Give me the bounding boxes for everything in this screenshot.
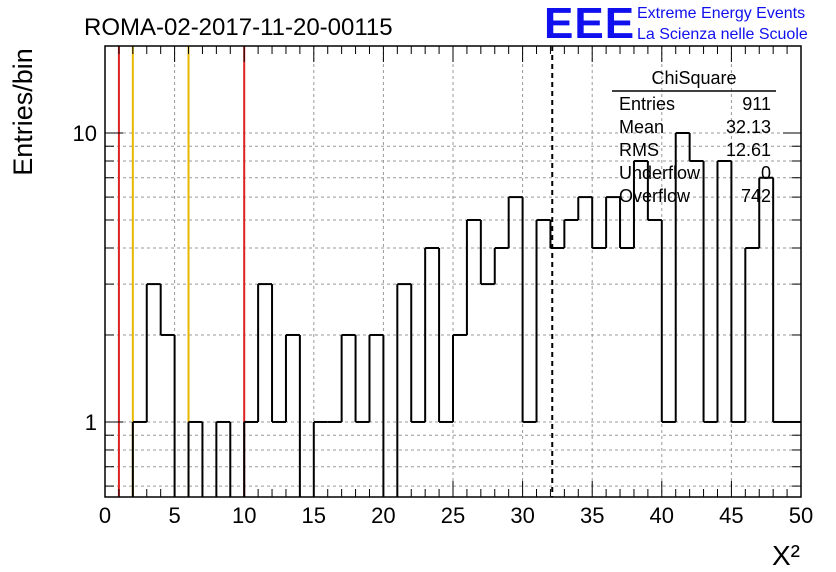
stats-label: Entries xyxy=(619,94,675,114)
tick-labels: 0 5 10 15 20 25 30 35 40 45 50 1 10 xyxy=(73,121,814,528)
x-tick-label: 30 xyxy=(510,503,534,528)
histogram-bars xyxy=(131,131,801,497)
x-tick-label: 35 xyxy=(580,503,604,528)
plot-frame xyxy=(104,45,802,498)
stats-value: 12.61 xyxy=(726,140,771,160)
x-tick-label: 25 xyxy=(441,503,465,528)
x-tick-label: 45 xyxy=(719,503,743,528)
x-tick-label: 20 xyxy=(371,503,395,528)
stats-rows: Entries 911 Mean 32.13 RMS 12.61 Underflow 0 Ove… xyxy=(619,94,771,206)
eee-logo-text: EEE xyxy=(544,0,635,48)
stats-label: RMS xyxy=(619,140,659,160)
logo-line-1: Extreme Energy Events xyxy=(637,5,805,22)
x-axis-label: X² xyxy=(772,540,800,571)
chart-title: ROMA-02-2017-11-20-00115 xyxy=(84,14,393,41)
x-tick-label: 10 xyxy=(232,503,256,528)
marker-lines xyxy=(117,46,554,497)
stats-value: 742 xyxy=(741,186,771,206)
x-tick-label: 40 xyxy=(650,503,674,528)
stats-box: ChiSquare Entries 911 Mean 32.13 RMS 12.61 Und… xyxy=(612,68,776,206)
x-tick-label: 50 xyxy=(789,503,813,528)
eee-logo: EEE Extreme Energy Events La Scienza nel… xyxy=(544,0,808,48)
y-tick-label: 10 xyxy=(73,121,97,146)
stats-label: Underflow xyxy=(619,163,701,183)
stats-value: 911 xyxy=(742,94,771,114)
stats-value: 0 xyxy=(761,163,771,183)
y-tick-label: 1 xyxy=(85,410,97,435)
x-tick-label: 5 xyxy=(168,503,180,528)
y-axis-label: Entries/bin xyxy=(8,48,38,176)
logo-line-2: La Scienza nelle Scuole xyxy=(637,26,808,43)
x-tick-label: 0 xyxy=(99,503,111,528)
stats-value: 32.13 xyxy=(726,117,771,137)
x-tick-label: 15 xyxy=(302,503,326,528)
stats-label: Overflow xyxy=(619,186,691,206)
stats-label: Mean xyxy=(619,117,664,137)
grid-lines xyxy=(105,46,801,497)
stats-title: ChiSquare xyxy=(651,68,736,88)
